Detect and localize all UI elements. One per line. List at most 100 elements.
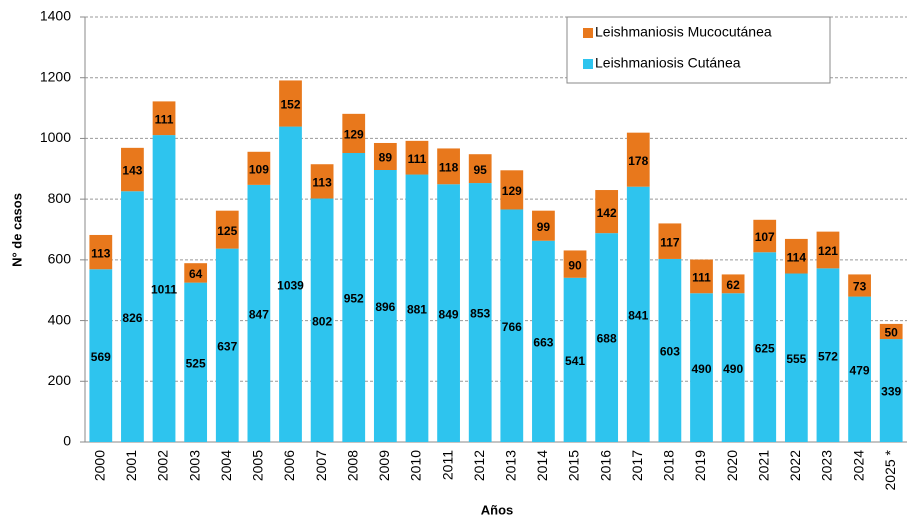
x-tick-label: 2001	[123, 450, 139, 481]
x-tick-label: 2007	[313, 450, 329, 481]
y-tick-label: 200	[48, 372, 72, 388]
x-tick-label: 2025 *	[882, 449, 898, 490]
x-tick-label: 2012	[471, 450, 487, 481]
x-tick-label: 2016	[597, 450, 613, 481]
value-label: 143	[122, 164, 142, 178]
value-label: 525	[186, 356, 206, 370]
bar-segment	[184, 263, 208, 283]
value-label: 339	[881, 385, 901, 399]
value-label: 50	[885, 326, 899, 340]
value-label: 625	[755, 341, 775, 355]
bar-segment	[816, 268, 840, 442]
x-tick-label: 2011	[439, 450, 455, 480]
legend-swatch	[583, 28, 593, 38]
y-tick-label: 400	[48, 311, 72, 327]
value-label: 802	[312, 314, 332, 328]
bar-segment	[373, 170, 397, 442]
bar-segment	[721, 293, 745, 442]
value-label: 117	[660, 235, 680, 249]
bar-segment	[500, 170, 524, 210]
value-label: 113	[91, 246, 111, 260]
bar-segment	[152, 101, 176, 136]
bar-segment	[753, 219, 777, 253]
bar-segment	[184, 282, 208, 442]
bar-segment	[215, 210, 239, 249]
bar-segment	[279, 80, 302, 127]
y-tick-label: 1000	[40, 129, 71, 145]
x-tick-label: 2022	[787, 450, 803, 481]
value-label: 766	[502, 320, 522, 334]
bar-segment	[753, 252, 777, 442]
bar-segment	[215, 248, 239, 442]
bar-segment	[247, 184, 271, 442]
bar-segment	[310, 198, 334, 442]
x-tick-label: 2021	[755, 450, 771, 481]
value-label: 688	[597, 332, 617, 346]
legend-swatch	[583, 59, 593, 69]
value-label: 847	[249, 308, 269, 322]
value-label: 111	[408, 152, 427, 166]
bar-segment	[405, 140, 429, 175]
value-label: 1039	[277, 278, 304, 292]
x-tick-label: 2008	[344, 450, 360, 481]
y-axis-label: N° de casos	[9, 193, 24, 267]
bar-segment	[437, 148, 460, 185]
bar-segment	[690, 259, 713, 294]
value-label: 1011	[151, 283, 177, 297]
legend-box	[566, 16, 831, 84]
value-label: 99	[537, 220, 551, 234]
bar-segment	[247, 151, 271, 185]
value-label: 178	[628, 154, 648, 168]
bar-segment	[721, 274, 745, 294]
value-label: 663	[533, 336, 553, 350]
value-label: 114	[787, 250, 807, 264]
bar-segment	[563, 277, 587, 442]
legend-label: Leishmaniosis Mucocutánea	[595, 24, 772, 40]
bar-segment	[500, 209, 524, 442]
bar-segment	[373, 142, 397, 170]
x-tick-label: 2024	[850, 450, 866, 481]
value-label: 62	[726, 278, 740, 292]
value-label: 107	[755, 230, 775, 244]
bar-segment	[121, 191, 144, 442]
value-label: 569	[91, 350, 111, 364]
bar-segment	[563, 250, 587, 278]
value-label: 826	[122, 311, 142, 325]
value-label: 129	[502, 184, 522, 198]
value-label: 952	[344, 292, 364, 306]
value-label: 637	[217, 339, 237, 353]
value-label: 129	[344, 128, 364, 142]
x-tick-label: 2004	[218, 450, 234, 481]
bar-segment	[468, 183, 492, 442]
x-tick-label: 2018	[661, 450, 677, 481]
y-tick-label: 1400	[40, 8, 71, 24]
bar-segment	[532, 240, 555, 442]
value-label: 89	[379, 151, 393, 165]
y-tick-label: 1200	[40, 68, 71, 84]
x-tick-label: 2009	[376, 450, 392, 481]
bar-segment	[342, 113, 366, 153]
bar-segment	[595, 233, 619, 442]
value-label: 490	[723, 362, 743, 376]
bar-segment	[690, 293, 713, 442]
bar-segment	[848, 296, 871, 442]
x-tick-label: 2010	[408, 450, 424, 481]
bar-segment	[784, 273, 808, 442]
value-label: 541	[565, 354, 585, 368]
x-tick-label: 2002	[155, 450, 171, 481]
bar-segment	[532, 210, 555, 241]
value-label: 572	[818, 349, 838, 363]
x-tick-label: 2015	[566, 450, 582, 481]
value-label: 125	[217, 224, 237, 238]
y-tick-label: 600	[48, 251, 72, 267]
value-label: 881	[407, 302, 427, 316]
bar-segment	[89, 234, 113, 270]
bar-segment	[342, 153, 366, 442]
value-label: 896	[375, 300, 395, 314]
bar-segment	[879, 323, 903, 340]
x-tick-label: 2023	[819, 450, 835, 481]
bar-segment	[437, 184, 460, 442]
bar-segment	[468, 154, 492, 184]
value-label: 152	[280, 98, 300, 112]
